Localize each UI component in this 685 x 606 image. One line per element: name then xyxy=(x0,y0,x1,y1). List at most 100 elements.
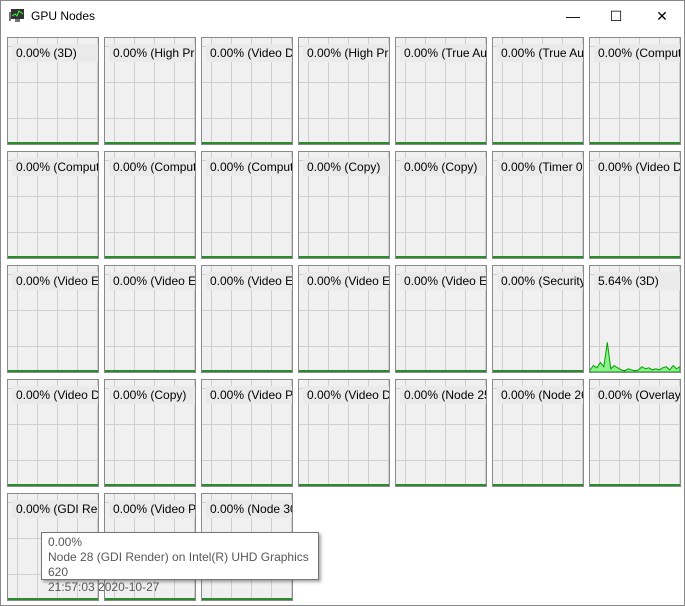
tile-label: 0.00% (Timer 0) xyxy=(497,158,583,176)
graph-baseline xyxy=(202,484,292,486)
tile-label: 0.00% (Video Enc xyxy=(400,272,486,290)
tile-label: 0.00% (Compute 0 xyxy=(12,158,98,176)
node-graph-tile[interactable]: 0.00% (Video Enc xyxy=(7,265,99,373)
minimize-button[interactable]: — xyxy=(566,8,580,24)
graph-baseline xyxy=(590,142,680,144)
tile-label: 0.00% (GDI Rend xyxy=(12,500,98,518)
graph-baseline xyxy=(299,256,389,258)
tile-label: 0.00% (True Audi xyxy=(497,44,583,62)
tile-label: 0.00% (Node 25) xyxy=(400,386,486,404)
graph-baseline xyxy=(396,370,486,372)
node-graph-tile[interactable]: 0.00% (3D) xyxy=(7,37,99,145)
tooltip-node: Node 28 (GDI Render) on Intel(R) UHD Gra… xyxy=(48,550,309,579)
graph-baseline xyxy=(396,484,486,486)
graph-baseline xyxy=(202,598,292,600)
node-graph-tile[interactable]: 0.00% (Video Dec xyxy=(589,151,681,259)
tile-label: 0.00% (High Priori xyxy=(109,44,195,62)
graph-baseline xyxy=(202,256,292,258)
graph-baseline xyxy=(493,142,583,144)
tooltip: 0.00% Node 28 (GDI Render) on Intel(R) U… xyxy=(41,532,319,594)
graph-baseline xyxy=(202,142,292,144)
tooltip-time: 21:57:03 2020-10-27 xyxy=(48,580,160,594)
tile-label: 0.00% (Compute 2 xyxy=(206,158,292,176)
node-graph-tile[interactable]: 0.00% (Overlay) xyxy=(589,379,681,487)
graph-baseline xyxy=(105,256,195,258)
graph-baseline xyxy=(493,370,583,372)
graph-baseline xyxy=(396,256,486,258)
node-graph-tile[interactable]: 0.00% (Video Enc xyxy=(201,265,293,373)
graph-baseline xyxy=(8,142,98,144)
tile-label: 0.00% (Compute 3 xyxy=(594,44,680,62)
node-graph-tile[interactable]: 0.00% (True Audi xyxy=(395,37,487,145)
node-graph-tile[interactable]: 0.00% (Compute 2 xyxy=(201,151,293,259)
node-graph-tile[interactable]: 0.00% (Copy) xyxy=(395,151,487,259)
node-graph-tile[interactable]: 0.00% (Timer 0) xyxy=(492,151,584,259)
graph-baseline xyxy=(105,598,195,600)
node-graph-tile[interactable]: 0.00% (Video Enc xyxy=(298,265,390,373)
node-graph-tile[interactable]: 0.00% (Video Enc xyxy=(104,265,196,373)
monitor-graph-icon xyxy=(9,9,24,22)
graph-baseline xyxy=(493,256,583,258)
graph-baseline xyxy=(202,370,292,372)
graph-baseline xyxy=(105,484,195,486)
graph-baseline xyxy=(8,598,98,600)
node-graph-tile[interactable]: 0.00% (True Audi xyxy=(492,37,584,145)
node-graph-tile[interactable]: 0.00% (Node 25) xyxy=(395,379,487,487)
graph-baseline xyxy=(8,484,98,486)
node-graph-tile[interactable]: 0.00% (Video Dec xyxy=(7,379,99,487)
tile-label: 0.00% (Node 26) xyxy=(497,386,583,404)
tile-label: 5.64% (3D) xyxy=(594,272,680,290)
graph-baseline xyxy=(105,142,195,144)
tile-label: 0.00% (Video Enc xyxy=(12,272,98,290)
close-button[interactable]: ✕ xyxy=(656,7,668,24)
node-graph-tile[interactable]: 0.00% (Video Proc xyxy=(201,379,293,487)
usage-graph xyxy=(590,342,680,372)
title-bar[interactable]: GPU Nodes — ☐ ✕ xyxy=(1,1,684,31)
graph-baseline xyxy=(590,484,680,486)
node-graph-tile[interactable]: 0.00% (Compute 3 xyxy=(589,37,681,145)
node-graph-tile[interactable]: 0.00% (High Priori xyxy=(104,37,196,145)
graph-baseline xyxy=(8,256,98,258)
tile-label: 0.00% (Node 30) xyxy=(206,500,292,518)
tile-label: 0.00% (Video Dec xyxy=(594,158,680,176)
tile-label: 0.00% (Copy) xyxy=(400,158,486,176)
graph-baseline xyxy=(396,142,486,144)
node-graph-tile[interactable]: 0.00% (Copy) xyxy=(298,151,390,259)
graph-baseline xyxy=(590,256,680,258)
tile-label: 0.00% (Video Dec xyxy=(303,386,389,404)
tile-label: 0.00% (High Priori xyxy=(303,44,389,62)
tile-label: 0.00% (Video Enc xyxy=(206,272,292,290)
tile-label: 0.00% (Video Enc xyxy=(109,272,195,290)
tile-label: 0.00% (Video Dec xyxy=(12,386,98,404)
tile-label: 0.00% (Copy) xyxy=(109,386,195,404)
node-graph-tile[interactable]: 5.64% (3D) xyxy=(589,265,681,373)
node-graph-tile[interactable]: 0.00% (High Priori xyxy=(298,37,390,145)
node-graph-tile[interactable]: 0.00% (Security 0 xyxy=(492,265,584,373)
graph-baseline xyxy=(8,370,98,372)
node-graph-tile[interactable]: 0.00% (Compute 0 xyxy=(7,151,99,259)
tooltip-value: 0.00% xyxy=(48,535,83,549)
tile-label: 0.00% (Video Dec xyxy=(206,44,292,62)
node-graph-tile[interactable]: 0.00% (Video Dec xyxy=(201,37,293,145)
node-graph-tile[interactable]: 0.00% (Video Enc xyxy=(395,265,487,373)
graph-baseline xyxy=(299,142,389,144)
tile-label: 0.00% (Video Proc xyxy=(206,386,292,404)
node-graph-tile[interactable]: 0.00% (Node 26) xyxy=(492,379,584,487)
node-graph-tile[interactable]: 0.00% (Copy) xyxy=(104,379,196,487)
graph-baseline xyxy=(299,484,389,486)
node-graph-tile[interactable]: 0.00% (Video Dec xyxy=(298,379,390,487)
tile-label: 0.00% (Security 0 xyxy=(497,272,583,290)
node-graph-tile[interactable]: 0.00% (Compute 1 xyxy=(104,151,196,259)
tile-label: 0.00% (3D) xyxy=(12,44,98,62)
graph-baseline xyxy=(493,484,583,486)
graph-baseline xyxy=(299,370,389,372)
tile-label: 0.00% (Overlay) xyxy=(594,386,680,404)
tile-label: 0.00% (True Audi xyxy=(400,44,486,62)
tile-label: 0.00% (Copy) xyxy=(303,158,389,176)
window-title: GPU Nodes xyxy=(31,9,96,23)
tile-label: 0.00% (Video Proc xyxy=(109,500,195,518)
maximize-button[interactable]: ☐ xyxy=(609,7,623,24)
tile-label: 0.00% (Compute 1 xyxy=(109,158,195,176)
graph-baseline xyxy=(105,370,195,372)
